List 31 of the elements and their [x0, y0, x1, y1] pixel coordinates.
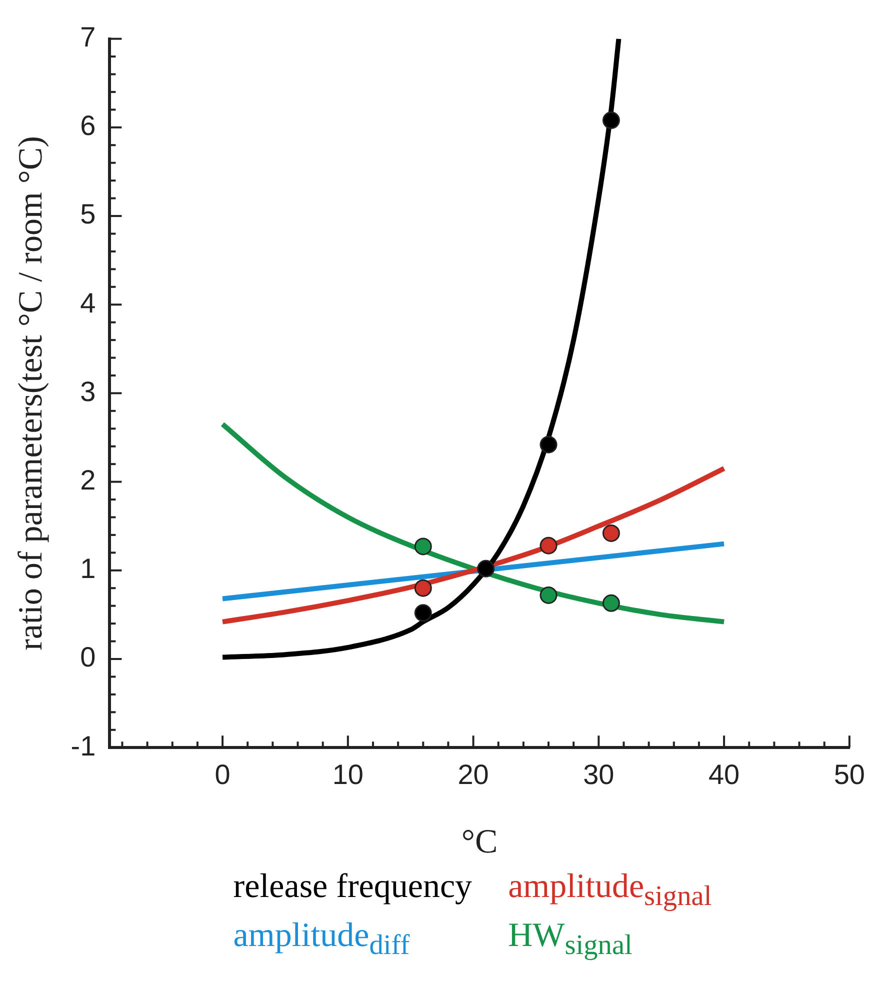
- text: HW$_{signal}$: [508, 916, 634, 962]
- point: [414, 538, 432, 556]
- x-tick-label: 50: [834, 759, 866, 790]
- y-tick-label: 3: [80, 376, 96, 407]
- text: amplitude$_{signal}$: [508, 868, 712, 913]
- point: [540, 436, 558, 454]
- point: [602, 524, 620, 542]
- point: [602, 112, 620, 130]
- y-axis-title: ratio of parameters(test °C / room °C): [12, 136, 50, 650]
- x-tick-label: 30: [583, 759, 614, 790]
- x-tick-label: 10: [332, 759, 364, 790]
- y-tick-label: 2: [80, 464, 96, 496]
- y-tick-label: 4: [80, 287, 96, 318]
- x-tick-label: 20: [458, 759, 489, 790]
- x-axis-title: °C: [461, 824, 498, 861]
- y-tick-label: 1: [80, 553, 96, 584]
- point: [477, 560, 495, 578]
- y-tick-label: 0: [80, 642, 96, 673]
- point: [414, 579, 432, 597]
- text: amplitude$_{diff}$: [233, 916, 411, 962]
- point: [540, 536, 558, 554]
- y-tick-label: 7: [80, 22, 96, 53]
- x-tick-label: 0: [214, 759, 230, 790]
- point: [414, 604, 432, 622]
- text: release frequency: [233, 868, 472, 907]
- y-tick-label: -1: [70, 730, 96, 762]
- y-tick-label: 6: [80, 110, 96, 142]
- point: [540, 586, 558, 604]
- y-tick-label: 5: [80, 198, 96, 230]
- x-tick-label: 40: [708, 759, 740, 790]
- point: [602, 594, 620, 612]
